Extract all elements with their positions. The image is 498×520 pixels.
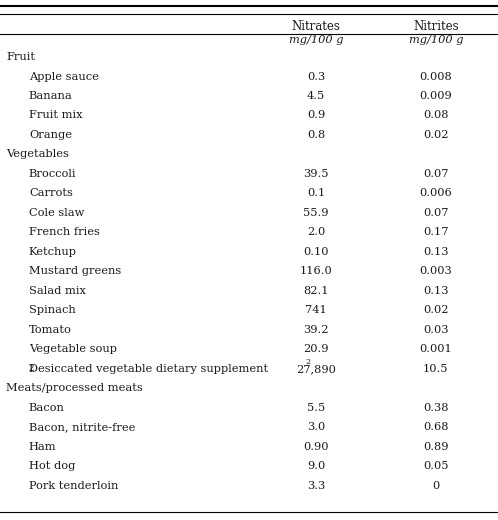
Text: 0.006: 0.006 (419, 188, 452, 199)
Text: Banana: Banana (29, 91, 73, 101)
Text: 0.07: 0.07 (423, 208, 449, 218)
Text: 2.0: 2.0 (307, 227, 325, 238)
Text: 0.90: 0.90 (303, 442, 329, 452)
Text: Tomato: Tomato (29, 325, 72, 335)
Text: 0.10: 0.10 (303, 247, 329, 257)
Text: Apple sauce: Apple sauce (29, 71, 99, 82)
Text: 0.05: 0.05 (423, 461, 449, 472)
Text: Salad mix: Salad mix (29, 286, 86, 296)
Text: 82.1: 82.1 (303, 286, 329, 296)
Text: 0.009: 0.009 (419, 91, 452, 101)
Text: 0: 0 (432, 481, 439, 491)
Text: mg/100 g: mg/100 g (289, 35, 344, 45)
Text: Ham: Ham (29, 442, 56, 452)
Text: Hot dog: Hot dog (29, 461, 75, 472)
Text: Mustard greens: Mustard greens (29, 266, 121, 277)
Text: 116.0: 116.0 (300, 266, 333, 277)
Text: 0.008: 0.008 (419, 71, 452, 82)
Text: 4.5: 4.5 (307, 91, 325, 101)
Text: French fries: French fries (29, 227, 100, 238)
Text: Broccoli: Broccoli (29, 169, 76, 179)
Text: 2: 2 (305, 358, 310, 366)
Text: 0.17: 0.17 (423, 227, 449, 238)
Text: mg/100 g: mg/100 g (408, 35, 463, 45)
Text: Cole slaw: Cole slaw (29, 208, 84, 218)
Text: 0.003: 0.003 (419, 266, 452, 277)
Text: 741: 741 (305, 305, 327, 316)
Text: Bacon, nitrite-free: Bacon, nitrite-free (29, 422, 135, 433)
Text: 2: 2 (29, 364, 34, 373)
Text: Fruit mix: Fruit mix (29, 110, 82, 121)
Text: Desiccated vegetable dietary supplement: Desiccated vegetable dietary supplement (29, 364, 268, 374)
Text: 0.08: 0.08 (423, 110, 449, 121)
Text: 0.13: 0.13 (423, 286, 449, 296)
Text: 39.2: 39.2 (303, 325, 329, 335)
Text: 0.9: 0.9 (307, 110, 325, 121)
Text: Nitrites: Nitrites (413, 20, 459, 33)
Text: 39.5: 39.5 (303, 169, 329, 179)
Text: 0.68: 0.68 (423, 422, 449, 433)
Text: Pork tenderloin: Pork tenderloin (29, 481, 118, 491)
Text: Meats/processed meats: Meats/processed meats (6, 383, 143, 394)
Text: Orange: Orange (29, 130, 72, 140)
Text: 55.9: 55.9 (303, 208, 329, 218)
Text: 0.38: 0.38 (423, 403, 449, 413)
Text: 0.8: 0.8 (307, 130, 325, 140)
Text: 0.07: 0.07 (423, 169, 449, 179)
Text: 0.3: 0.3 (307, 71, 325, 82)
Text: 0.02: 0.02 (423, 305, 449, 316)
Text: 20.9: 20.9 (303, 344, 329, 355)
Text: Fruit: Fruit (6, 52, 35, 62)
Text: Vegetable soup: Vegetable soup (29, 344, 117, 355)
Text: 5.5: 5.5 (307, 403, 325, 413)
Text: 0.89: 0.89 (423, 442, 449, 452)
Text: 9.0: 9.0 (307, 461, 325, 472)
Text: 0.1: 0.1 (307, 188, 325, 199)
Text: 0.13: 0.13 (423, 247, 449, 257)
Text: 10.5: 10.5 (423, 364, 449, 374)
Text: Vegetables: Vegetables (6, 149, 69, 160)
Text: 0.03: 0.03 (423, 325, 449, 335)
Text: Spinach: Spinach (29, 305, 76, 316)
Text: 0.02: 0.02 (423, 130, 449, 140)
Text: 27,890: 27,890 (296, 364, 336, 374)
Text: 3.0: 3.0 (307, 422, 325, 433)
Text: 0.001: 0.001 (419, 344, 452, 355)
Text: Bacon: Bacon (29, 403, 65, 413)
Text: Nitrates: Nitrates (292, 20, 341, 33)
Text: Ketchup: Ketchup (29, 247, 77, 257)
Text: 3.3: 3.3 (307, 481, 325, 491)
Text: Carrots: Carrots (29, 188, 73, 199)
